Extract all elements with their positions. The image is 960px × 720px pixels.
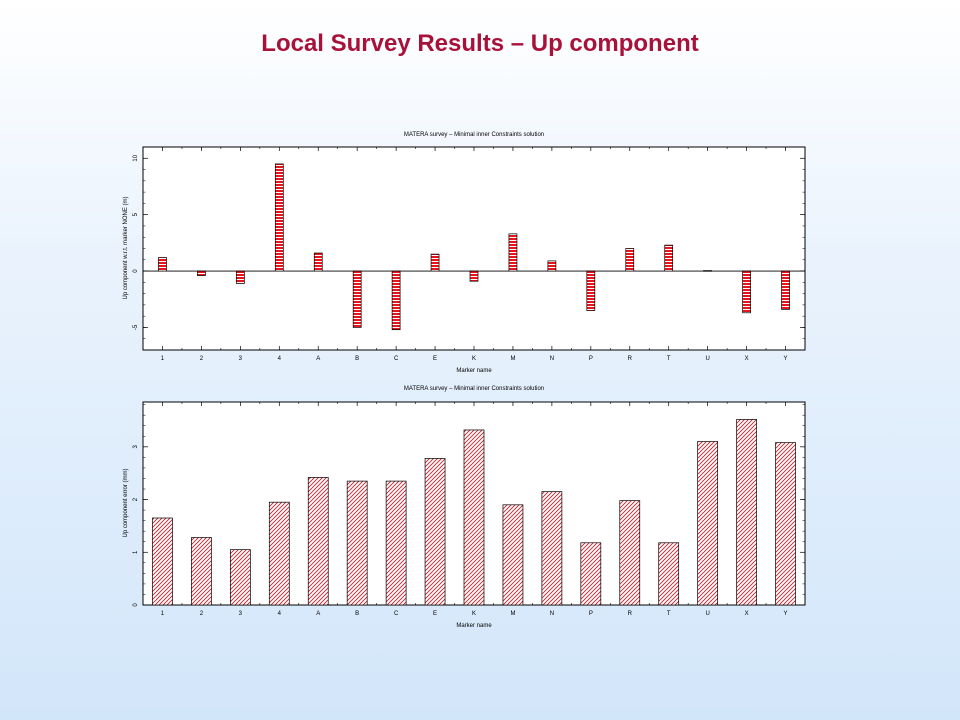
bottom-chart-title: MATERA survey – Minimal inner Constraint… [404, 386, 544, 392]
x-tick-label: B [355, 356, 359, 362]
x-tick-label: 1 [161, 611, 165, 617]
bottom-chart-xlabel: Marker name [456, 623, 492, 629]
bottom-chart-y-tick-labels: 0 1 2 3 [133, 444, 139, 606]
x-tick-label: K [472, 611, 476, 617]
x-tick-label: Y [784, 611, 788, 617]
bar [158, 257, 167, 272]
x-tick-label: P [589, 611, 593, 617]
bar [502, 504, 524, 606]
bar [664, 244, 674, 272]
top-chart-y-tick-labels: -5 0 5 10 [133, 154, 139, 330]
x-tick-label: K [472, 356, 476, 362]
y-tick-label: 2 [133, 497, 139, 501]
bar [586, 270, 596, 311]
top-chart-title: MATERA survey – Minimal inner Constraint… [404, 132, 544, 138]
bar [658, 542, 680, 606]
bottom-chart: MATERA survey – Minimal inner Constraint… [123, 386, 806, 629]
x-tick-label: C [394, 356, 399, 362]
bar [274, 163, 284, 272]
y-tick-label: 5 [133, 212, 139, 216]
x-tick-label: Y [784, 356, 788, 362]
y-tick-label: 1 [133, 550, 139, 554]
x-tick-label: N [550, 611, 554, 617]
x-tick-label: 2 [200, 611, 204, 617]
x-tick-label: U [705, 611, 709, 617]
bottom-chart-ylabel: Up component error (mm) [123, 468, 129, 537]
bar [236, 270, 245, 284]
x-tick-label: R [628, 356, 633, 362]
x-tick-label: 3 [239, 611, 243, 617]
x-tick-label: 4 [278, 356, 282, 362]
bar [781, 270, 790, 310]
x-tick-label: B [355, 611, 359, 617]
bar [619, 500, 641, 606]
x-tick-label: U [705, 356, 709, 362]
x-tick-label: T [667, 611, 671, 617]
x-tick-label: M [510, 611, 515, 617]
bar [463, 429, 485, 606]
bar [230, 549, 251, 606]
top-chart-plot-area [142, 146, 806, 351]
bar [197, 270, 206, 276]
x-tick-label: X [745, 611, 749, 617]
x-tick-label: A [316, 356, 320, 362]
bar [469, 270, 479, 282]
x-tick-label: A [316, 611, 320, 617]
x-tick-label: C [394, 611, 399, 617]
bar [625, 248, 635, 272]
y-tick-label: 10 [133, 154, 139, 161]
bar [580, 542, 602, 606]
bar [307, 477, 329, 606]
top-chart-ylabel: Up component w.r.t. marker NONE (m) [123, 196, 129, 299]
x-tick-label: T [667, 356, 671, 362]
bottom-chart-x-tick-labels: 1 2 3 4 A B C E K M N P R T U X Y [161, 611, 788, 617]
bar [313, 252, 323, 272]
y-tick-label: 0 [133, 269, 139, 273]
x-tick-label: 3 [239, 356, 243, 362]
bar [191, 537, 212, 606]
bar [385, 480, 407, 606]
bar [352, 270, 362, 328]
bar [736, 419, 757, 606]
bar [547, 260, 557, 272]
slide-title: Local Survey Results – Up component [261, 30, 699, 57]
x-tick-label: X [745, 356, 749, 362]
x-tick-label: 2 [200, 356, 204, 362]
y-tick-label: 0 [133, 603, 139, 607]
bar [424, 458, 446, 606]
y-tick-label: 3 [133, 444, 139, 448]
bar [152, 517, 173, 606]
bar [697, 441, 718, 606]
bar [703, 270, 712, 272]
x-tick-label: R [628, 611, 633, 617]
top-chart-x-tick-labels: 1 2 3 4 A B C E K M N P R T U X Y [161, 356, 788, 362]
top-chart-xlabel: Marker name [456, 368, 492, 374]
y-tick-label: -5 [133, 324, 139, 330]
x-tick-label: P [589, 356, 593, 362]
x-tick-label: E [433, 356, 437, 362]
bar [346, 480, 368, 606]
bottom-chart-bars [152, 419, 796, 606]
x-tick-label: N [550, 356, 554, 362]
top-chart-bars [158, 163, 790, 331]
bar [268, 501, 290, 606]
bar [541, 491, 563, 606]
bar [430, 253, 440, 272]
x-tick-label: 4 [278, 611, 282, 617]
bar [508, 233, 518, 272]
x-tick-label: E [433, 611, 437, 617]
bar [775, 442, 796, 606]
x-tick-label: 1 [161, 356, 165, 362]
top-chart: MATERA survey – Minimal inner Constraint… [123, 132, 806, 374]
bar [391, 270, 401, 331]
x-tick-label: M [510, 356, 515, 362]
bar [742, 270, 751, 314]
